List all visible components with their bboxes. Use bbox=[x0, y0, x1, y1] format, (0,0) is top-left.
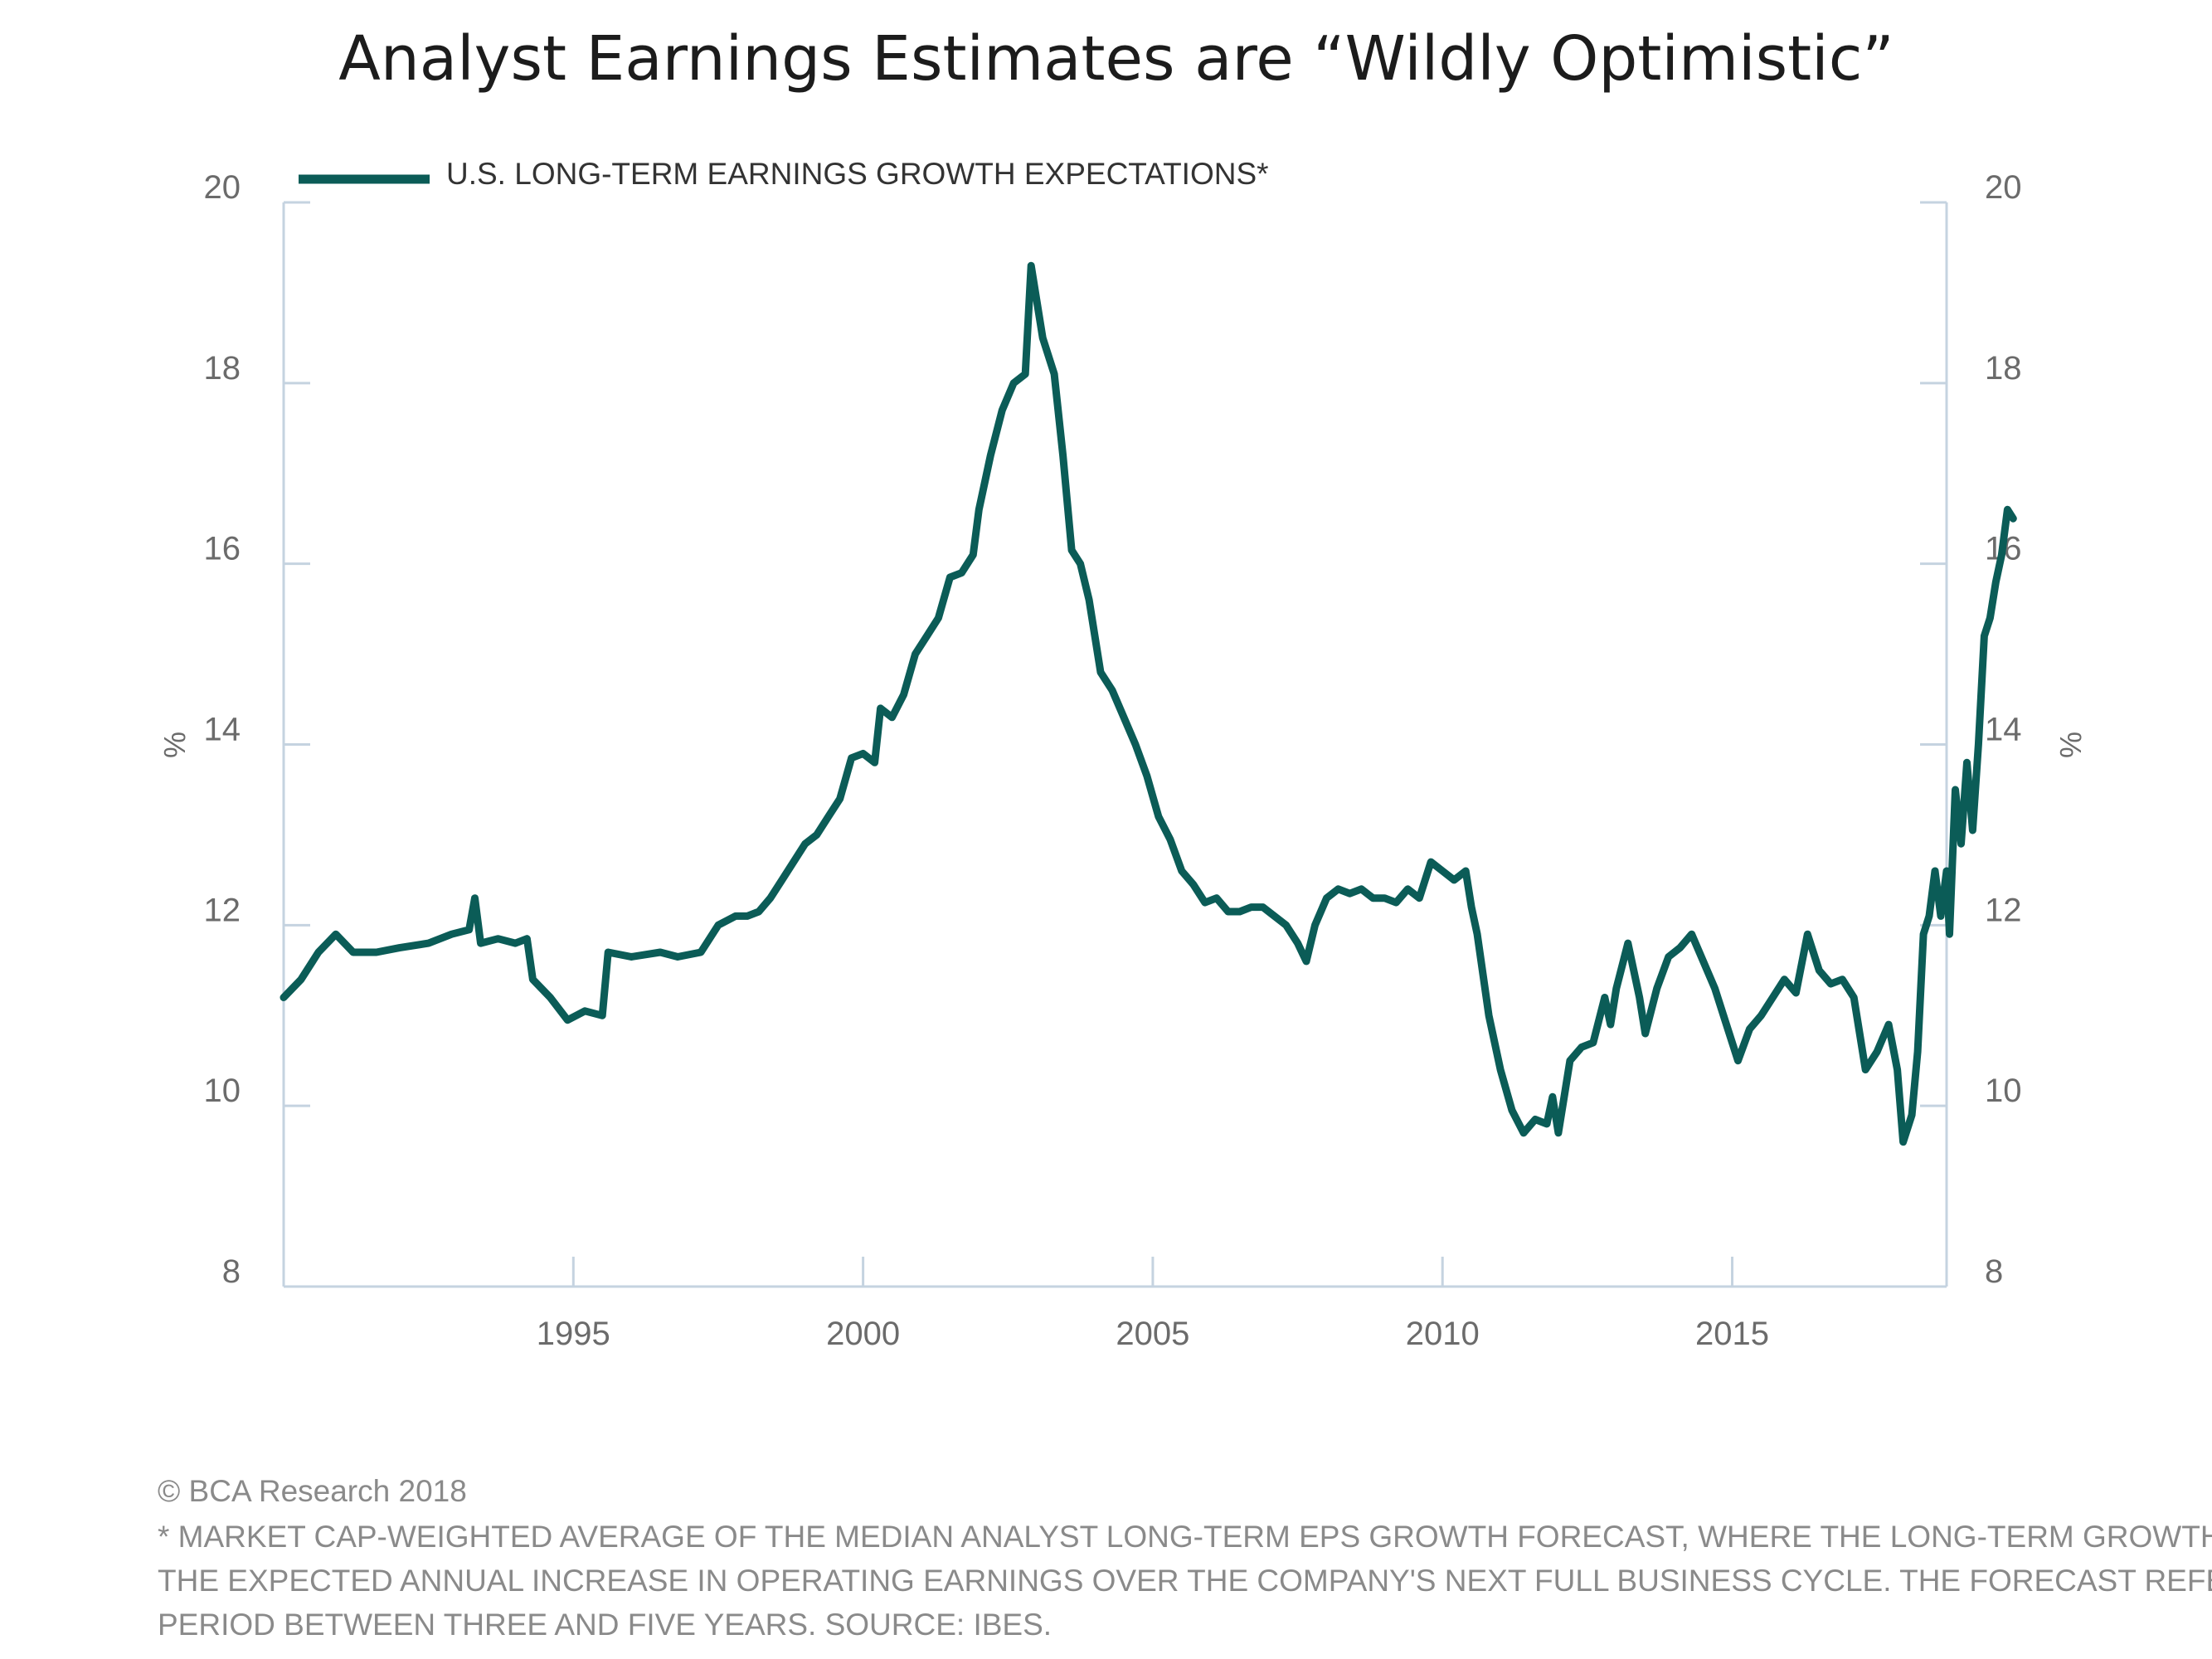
footnote-line-2: THE EXPECTED ANNUAL INCREASE IN OPERATIN… bbox=[158, 1564, 2212, 1598]
x-tick-label-2010: 2010 bbox=[1406, 1316, 1480, 1352]
left-axis-unit: % bbox=[158, 732, 192, 758]
y-tick-label-right-12: 12 bbox=[1985, 892, 2022, 928]
y-tick-label-left-12: 12 bbox=[204, 892, 241, 928]
y-tick-label-right-20: 20 bbox=[1985, 169, 2022, 206]
axes bbox=[282, 202, 1948, 1288]
footnote-line-1: * MARKET CAP-WEIGHTED AVERAGE OF THE MED… bbox=[158, 1520, 2212, 1554]
chart-title: Analyst Earnings Estimates are “Wildly O… bbox=[338, 23, 1894, 95]
copyright: © BCA Research 2018 bbox=[158, 1474, 467, 1508]
footnote-line-3: PERIOD BETWEEN THREE AND FIVE YEARS. SOU… bbox=[158, 1608, 1052, 1642]
y-tick-label-right-8: 8 bbox=[1985, 1253, 2003, 1290]
y-tick-label-right-10: 10 bbox=[1985, 1073, 2022, 1109]
y-tick-label-left-14: 14 bbox=[204, 712, 241, 748]
series-line-0 bbox=[280, 261, 2017, 1146]
x-tick-label-2015: 2015 bbox=[1695, 1316, 1769, 1352]
right-axis-unit: % bbox=[2054, 732, 2088, 758]
x-tick-label-2000: 2000 bbox=[826, 1316, 900, 1352]
legend: U.S. LONG-TERM EARNINGS GROWTH EXPECTATI… bbox=[299, 157, 1269, 191]
x-tick-label-1995: 1995 bbox=[537, 1316, 610, 1352]
y-tick-label-left-20: 20 bbox=[204, 169, 241, 206]
y-tick-label-left-8: 8 bbox=[222, 1253, 241, 1290]
series-layer bbox=[280, 261, 2017, 1146]
y-tick-label-left-10: 10 bbox=[204, 1073, 241, 1109]
y-tick-label-left-16: 16 bbox=[204, 531, 241, 567]
y-tick-label-right-18: 18 bbox=[1985, 350, 2022, 387]
x-tick-label-2005: 2005 bbox=[1116, 1316, 1189, 1352]
y-tick-label-right-14: 14 bbox=[1985, 712, 2022, 748]
y-tick-label-left-18: 18 bbox=[204, 350, 241, 387]
footer: © BCA Research 2018 * MARKET CAP-WEIGHTE… bbox=[158, 1474, 2212, 1642]
legend-label: U.S. LONG-TERM EARNINGS GROWTH EXPECTATI… bbox=[446, 157, 1269, 191]
